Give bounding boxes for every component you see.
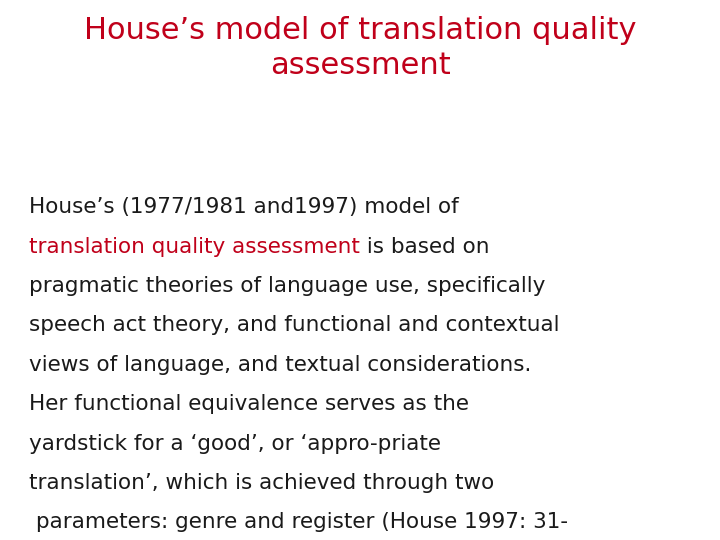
Text: House’s (1977/1981 and1997) model of: House’s (1977/1981 and1997) model of — [29, 197, 459, 217]
Text: parameters: genre and register (House 1997: 31-: parameters: genre and register (House 19… — [29, 512, 568, 532]
Text: pragmatic theories of language use, specifically: pragmatic theories of language use, spec… — [29, 276, 545, 296]
Text: Her functional equivalence serves as the: Her functional equivalence serves as the — [29, 394, 469, 414]
Text: yardstick for a ‘good’, or ‘appro-priate: yardstick for a ‘good’, or ‘appro-priate — [29, 434, 441, 454]
Text: House’s model of translation quality
assessment: House’s model of translation quality ass… — [84, 16, 636, 80]
Text: speech act theory, and functional and contextual: speech act theory, and functional and co… — [29, 315, 559, 335]
Text: translation quality assessment: translation quality assessment — [29, 237, 360, 256]
Text: views of language, and textual considerations.: views of language, and textual considera… — [29, 355, 531, 375]
Text: is based on: is based on — [360, 237, 489, 256]
Text: translation’, which is achieved through two: translation’, which is achieved through … — [29, 473, 494, 493]
